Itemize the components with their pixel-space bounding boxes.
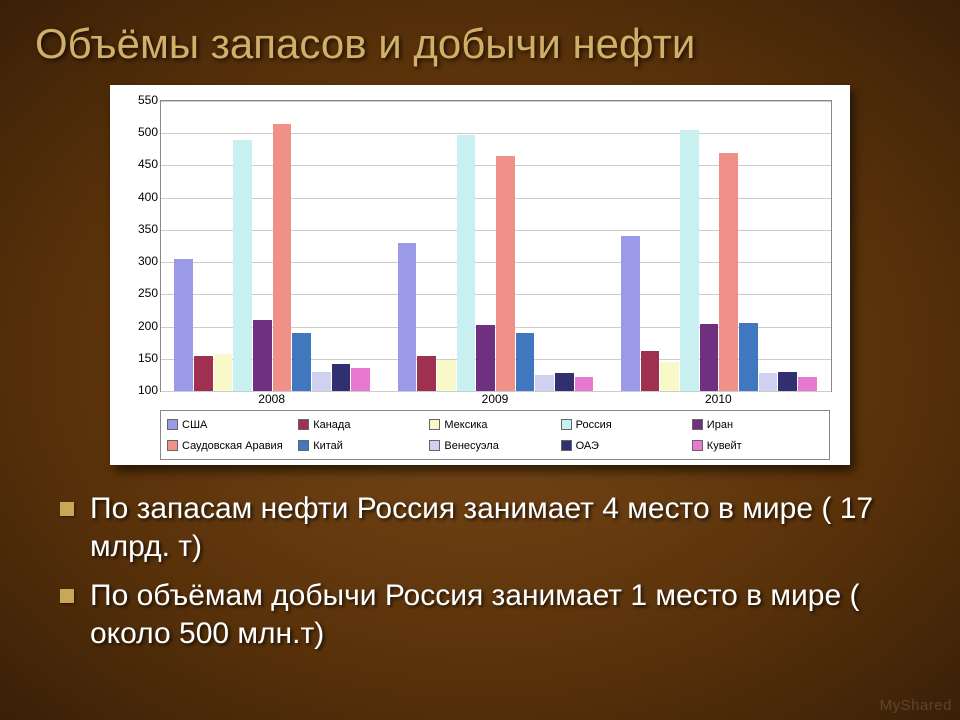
bar <box>680 130 699 391</box>
legend-item: ОАЭ <box>561 436 692 455</box>
bullet-text: По объёмам добычи Россия занимает 1 мест… <box>90 577 880 652</box>
bar <box>214 354 233 391</box>
bar <box>575 377 594 391</box>
bar <box>660 362 679 391</box>
chart-container: 100 150 200 250 300 350 400 450 500 550 2008 2009 2… <box>110 85 850 465</box>
bar <box>739 323 758 391</box>
bar <box>253 320 272 391</box>
slide-title: Объёмы запасов и добычи нефти <box>0 0 960 68</box>
legend-label: Канада <box>313 419 350 431</box>
bullet-marker-icon <box>60 502 74 516</box>
legend-label: ОАЭ <box>576 440 599 452</box>
legend-item: Китай <box>298 436 429 455</box>
gridline <box>161 101 831 102</box>
gridline <box>161 133 831 134</box>
bar <box>398 243 417 391</box>
bar <box>759 373 778 391</box>
bar <box>194 356 213 391</box>
legend-item: Венесуэла <box>429 436 560 455</box>
bar <box>292 333 311 391</box>
bullet-list: По запасам нефти Россия занимает 4 место… <box>60 490 880 664</box>
y-tick-label: 300 <box>132 254 158 268</box>
legend-item: Мексика <box>429 415 560 434</box>
bar <box>174 259 193 391</box>
legend-swatch-icon <box>298 440 309 451</box>
legend-item: Саудовская Аравия <box>167 436 298 455</box>
y-tick-label: 150 <box>132 351 158 365</box>
legend-swatch-icon <box>167 440 178 451</box>
y-tick-label: 200 <box>132 319 158 333</box>
legend-swatch-icon <box>429 440 440 451</box>
legend-swatch-icon <box>298 419 309 430</box>
legend-label: Мексика <box>444 419 487 431</box>
bar <box>417 356 436 391</box>
bar <box>437 360 456 391</box>
legend-label: Россия <box>576 419 612 431</box>
bullet-text: По запасам нефти Россия занимает 4 место… <box>90 490 880 565</box>
bar <box>719 153 738 391</box>
legend-swatch-icon <box>167 419 178 430</box>
legend-swatch-icon <box>561 419 572 430</box>
bar <box>351 368 370 391</box>
chart-legend: США Канада Мексика Россия Иран Саудовская Ара… <box>160 410 830 460</box>
bar <box>312 372 331 391</box>
y-tick-label: 250 <box>132 286 158 300</box>
legend-label: Венесуэла <box>444 440 498 452</box>
legend-swatch-icon <box>692 440 703 451</box>
bar <box>496 156 515 391</box>
bar <box>778 372 797 391</box>
bar <box>476 325 495 391</box>
bar <box>641 351 660 391</box>
bar <box>332 364 351 391</box>
y-tick-label: 400 <box>132 190 158 204</box>
plot-area <box>160 100 832 392</box>
legend-label: Китай <box>313 440 343 452</box>
legend-item: Кувейт <box>692 436 823 455</box>
y-tick-label: 550 <box>132 93 158 107</box>
bullet-item: По объёмам добычи Россия занимает 1 мест… <box>60 577 880 652</box>
y-tick-label: 100 <box>132 383 158 397</box>
bar <box>273 124 292 391</box>
bullet-item: По запасам нефти Россия занимает 4 место… <box>60 490 880 565</box>
x-tick-label: 2009 <box>482 392 509 406</box>
bar <box>535 375 554 391</box>
bar <box>700 324 719 391</box>
bar <box>621 236 640 391</box>
legend-item: Россия <box>561 415 692 434</box>
legend-item: США <box>167 415 298 434</box>
legend-label: Кувейт <box>707 440 742 452</box>
bar <box>233 140 252 391</box>
y-tick-label: 450 <box>132 157 158 171</box>
legend-swatch-icon <box>561 440 572 451</box>
watermark: MyShared <box>880 697 952 714</box>
y-tick-label: 500 <box>132 125 158 139</box>
legend-swatch-icon <box>692 419 703 430</box>
legend-item: Канада <box>298 415 429 434</box>
legend-label: США <box>182 419 207 431</box>
legend-label: Саудовская Аравия <box>182 440 283 452</box>
bullet-marker-icon <box>60 589 74 603</box>
bar <box>798 377 817 391</box>
legend-label: Иран <box>707 419 733 431</box>
legend-swatch-icon <box>429 419 440 430</box>
slide: Объёмы запасов и добычи нефти 100 150 200 2… <box>0 0 960 720</box>
legend-item: Иран <box>692 415 823 434</box>
y-tick-label: 350 <box>132 222 158 236</box>
bar <box>516 333 535 391</box>
x-tick-label: 2010 <box>705 392 732 406</box>
x-tick-label: 2008 <box>258 392 285 406</box>
bar <box>457 135 476 391</box>
bar <box>555 373 574 391</box>
